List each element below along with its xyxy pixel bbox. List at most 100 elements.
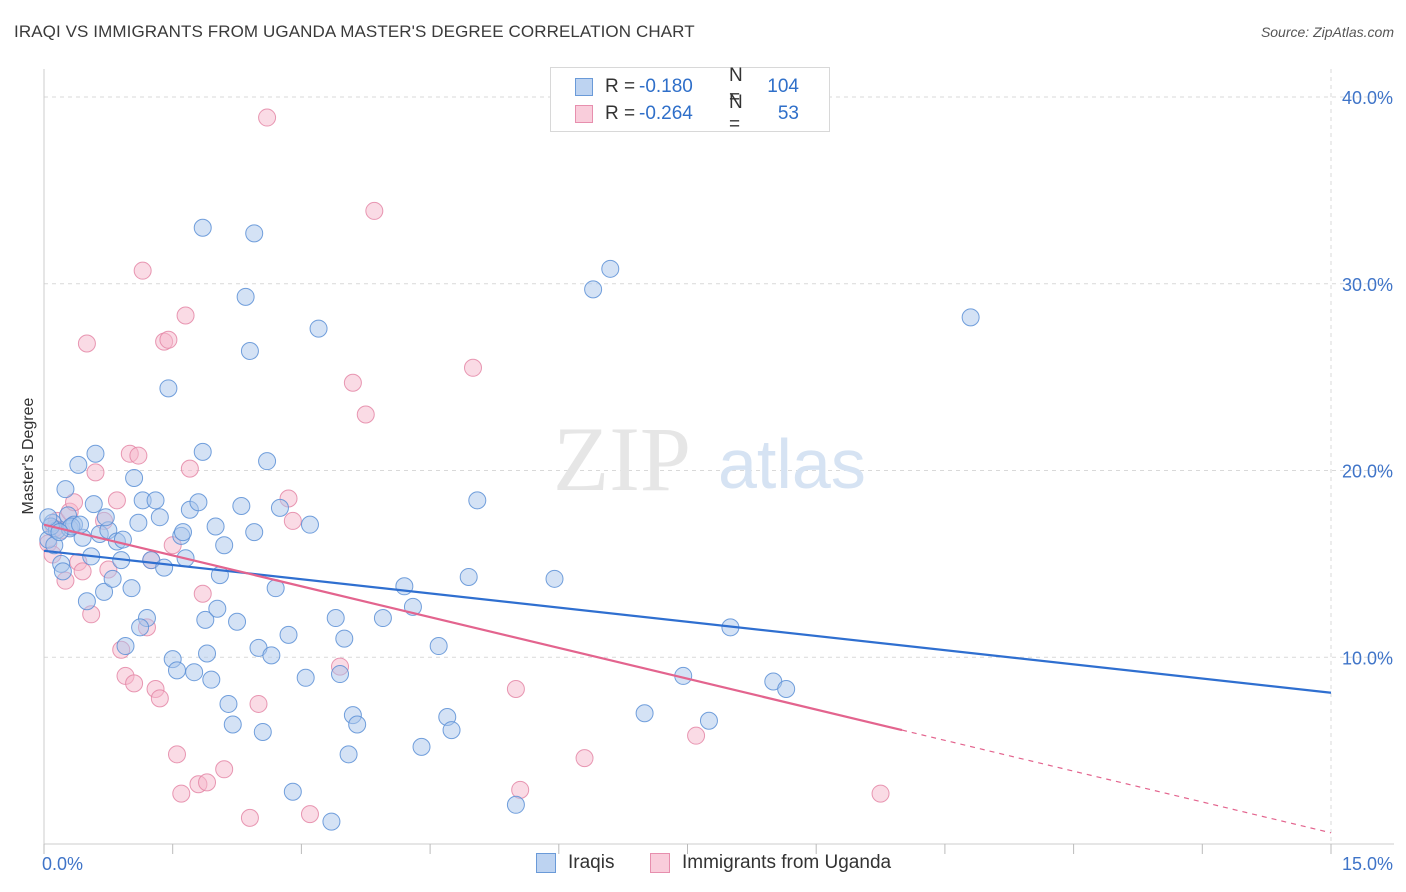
point-iraqis — [86, 444, 105, 463]
point-iraqis — [296, 668, 315, 687]
point-uganda — [150, 689, 169, 708]
point-iraqis — [777, 680, 796, 698]
point-uganda — [258, 108, 277, 127]
watermark-zip: ZIP — [553, 408, 691, 510]
point-uganda — [86, 463, 105, 482]
point-iraqis — [131, 618, 150, 637]
point-iraqis — [103, 569, 122, 588]
point-iraqis — [300, 515, 319, 534]
point-iraqis — [71, 515, 90, 534]
point-iraqis — [196, 610, 215, 629]
point-iraqis — [601, 259, 620, 278]
legend-r-label: R = — [605, 76, 636, 97]
point-iraqis — [232, 496, 251, 515]
point-uganda — [193, 584, 212, 603]
point-uganda — [198, 773, 217, 792]
point-iraqis — [322, 812, 341, 831]
point-iraqis — [270, 498, 289, 517]
point-iraqis — [699, 711, 718, 730]
point-uganda — [159, 330, 178, 349]
point-iraqis — [173, 523, 192, 542]
point-uganda — [283, 511, 302, 530]
point-iraqis — [84, 495, 103, 514]
point-iraqis — [39, 508, 58, 527]
point-iraqis — [77, 592, 96, 611]
trend-line-iraqis — [43, 549, 1332, 694]
tick-labels: 10.0% 20.0% 30.0% 40.0% 0.0% 15.0% — [42, 88, 1393, 874]
legend-n-label: N = — [729, 92, 743, 135]
legend-r-label: R = — [605, 103, 636, 124]
point-iraqis — [279, 625, 298, 644]
bottom-legend-swatch-pink — [650, 853, 670, 873]
point-iraqis — [245, 523, 264, 542]
point-iraqis — [335, 629, 354, 648]
point-uganda — [575, 749, 594, 768]
point-uganda — [167, 745, 186, 764]
point-iraqis — [253, 722, 272, 741]
bottom-legend-swatch-blue — [536, 853, 556, 873]
point-uganda — [129, 446, 148, 465]
point-iraqis — [309, 319, 328, 338]
point-uganda — [356, 405, 375, 424]
point-iraqis — [584, 280, 603, 299]
point-iraqis — [412, 737, 431, 756]
legend-n-value: 104 — [767, 76, 799, 97]
point-uganda — [506, 680, 525, 698]
trend-line-uganda — [43, 523, 903, 732]
point-uganda — [240, 808, 259, 827]
legend-row-uganda: R = -0.264 N = 53 — [575, 92, 799, 135]
point-uganda — [687, 726, 706, 745]
point-uganda — [215, 760, 234, 779]
point-iraqis — [339, 745, 358, 764]
watermark: ZIP atlas — [553, 408, 866, 510]
bottom-legend-iraqis: Iraqis — [536, 852, 614, 874]
y-tick-label: 40.0% — [1342, 88, 1393, 108]
series-iraqis — [39, 218, 980, 831]
point-iraqis — [69, 455, 88, 474]
point-iraqis — [189, 493, 208, 512]
source-label: Source: ZipAtlas.com — [1260, 24, 1394, 40]
y-tick-label: 20.0% — [1342, 462, 1393, 482]
point-iraqis — [961, 308, 980, 327]
point-iraqis — [429, 637, 448, 656]
point-uganda — [871, 784, 890, 803]
legend-row-iraqis: R = -0.180 N = 104 — [575, 65, 799, 108]
point-iraqis — [122, 579, 141, 598]
point-iraqis — [442, 721, 461, 740]
legend-swatch-blue — [575, 78, 593, 96]
legend-r-value: -0.264 — [639, 103, 693, 124]
watermark-atlas: atlas — [718, 425, 866, 503]
bottom-legend-label-uganda: Immigrants from Uganda — [682, 852, 892, 873]
point-uganda — [343, 373, 362, 392]
point-iraqis — [219, 694, 238, 713]
point-iraqis — [468, 491, 487, 510]
axes — [43, 69, 1394, 854]
point-iraqis — [198, 644, 217, 663]
point-iraqis — [240, 341, 259, 360]
trend-lines — [43, 523, 1332, 834]
legend-box: R = -0.180 N = 104 R = -0.264 N = 53 — [550, 65, 830, 135]
point-iraqis — [223, 715, 242, 734]
point-uganda — [249, 694, 268, 713]
legend-swatch-pink — [575, 105, 593, 123]
bottom-legend-uganda: Immigrants from Uganda — [650, 852, 891, 874]
point-iraqis — [236, 287, 255, 306]
point-uganda — [133, 261, 152, 280]
point-uganda — [73, 562, 92, 581]
point-iraqis — [373, 609, 392, 628]
point-iraqis — [159, 379, 178, 398]
legend-r-value: -0.180 — [639, 76, 693, 97]
point-iraqis — [459, 567, 478, 586]
point-uganda — [77, 334, 96, 353]
y-axis-label: Master's Degree — [20, 397, 37, 514]
point-iraqis — [125, 468, 144, 487]
point-iraqis — [193, 218, 212, 237]
point-iraqis — [348, 715, 367, 734]
point-iraqis — [635, 704, 654, 723]
point-iraqis — [185, 663, 204, 682]
point-iraqis — [215, 536, 234, 555]
point-iraqis — [167, 661, 186, 680]
point-iraqis — [150, 508, 169, 527]
point-iraqis — [146, 491, 165, 510]
